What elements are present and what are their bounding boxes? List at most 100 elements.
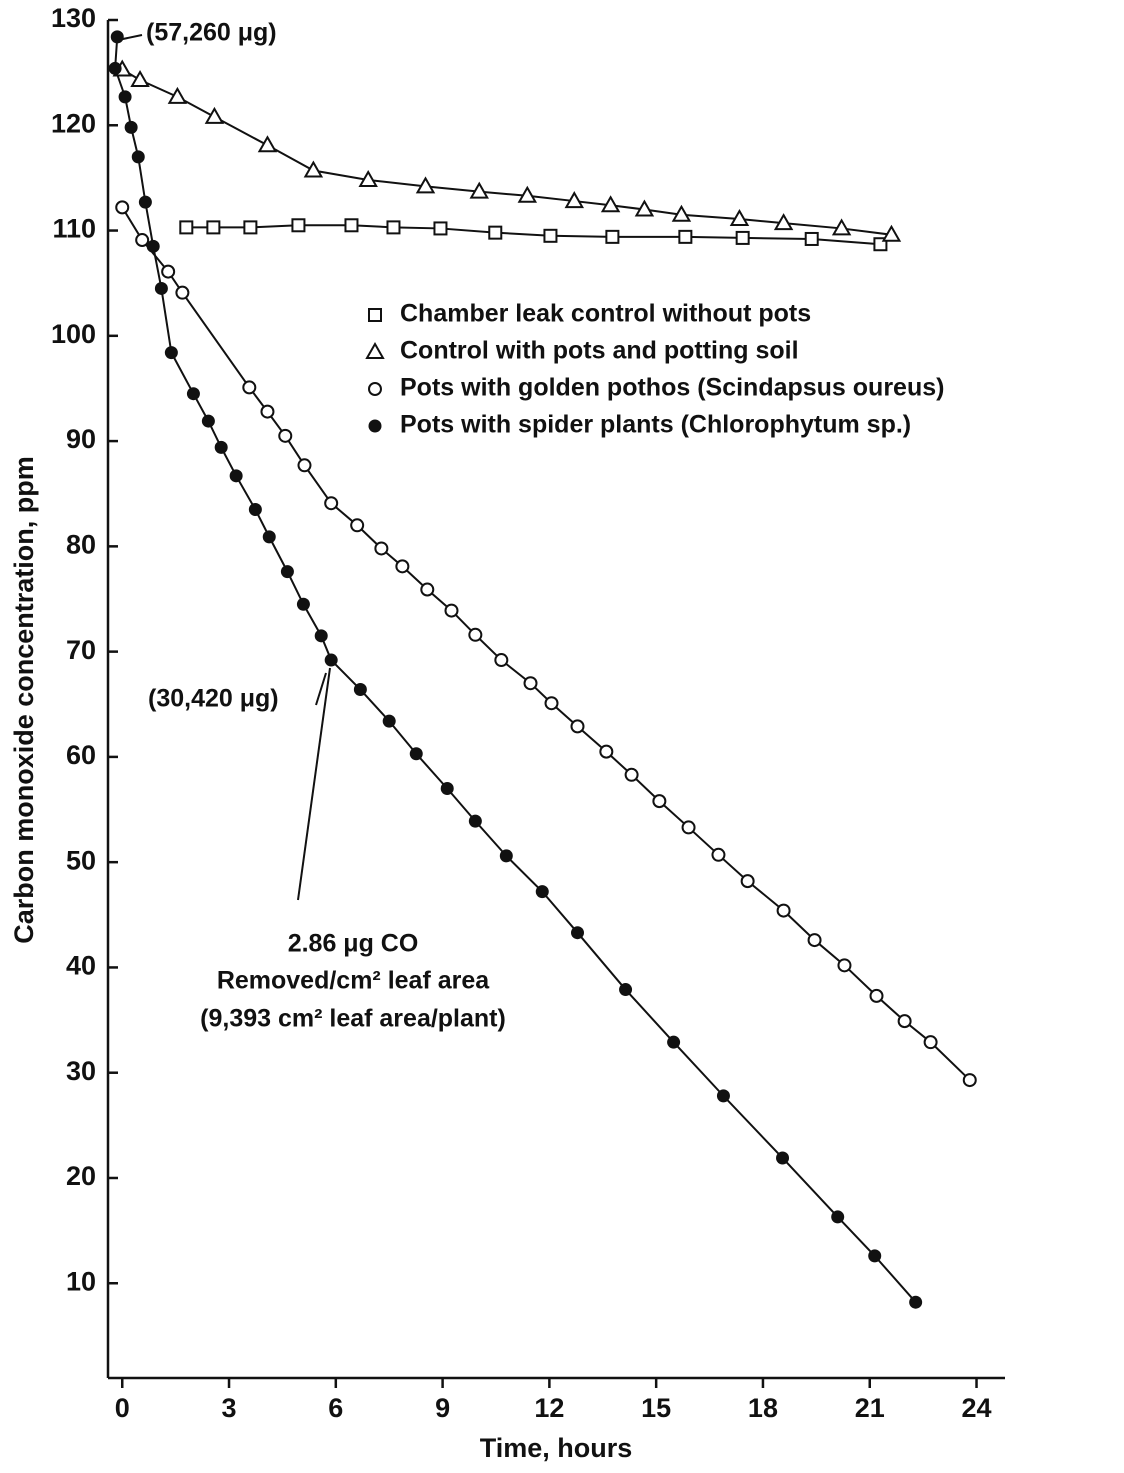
x-tick-label: 18 [748, 1393, 778, 1423]
data-point [358, 169, 378, 188]
data-point [599, 744, 614, 759]
data-point [124, 120, 138, 134]
data-point [242, 380, 257, 395]
data-point [291, 218, 306, 233]
data-point [440, 781, 454, 795]
data-point [433, 221, 448, 236]
data-point [138, 195, 152, 209]
data-point [260, 404, 275, 419]
data-point [807, 933, 822, 948]
y-tick-label: 40 [66, 951, 96, 981]
data-point [386, 220, 401, 235]
data-point [605, 229, 620, 244]
data-point [468, 627, 483, 642]
y-tick-label: 110 [52, 214, 96, 244]
data-point [229, 469, 243, 483]
data-point [869, 988, 884, 1003]
legend-label: Pots with golden pothos (Scindapsus oure… [400, 374, 944, 402]
data-point [831, 1210, 845, 1224]
legend-label: Control with pots and potting soil [400, 337, 799, 365]
x-tick-label: 12 [534, 1393, 564, 1423]
data-point [243, 220, 258, 235]
data-point [135, 233, 150, 248]
data-point [517, 185, 538, 203]
y-tick-label: 50 [66, 845, 96, 875]
data-point [395, 559, 410, 574]
x-tick-label: 6 [328, 1393, 343, 1423]
data-point [523, 676, 538, 691]
data-point [344, 218, 359, 233]
data-point [324, 653, 338, 667]
y-tick-label: 30 [66, 1056, 96, 1086]
x-tick-label: 24 [962, 1393, 992, 1423]
annotation: 2.86 μg CO [288, 930, 419, 958]
data-point [499, 849, 513, 863]
data-point [374, 541, 389, 556]
data-point [146, 239, 160, 253]
annotation: Removed/cm² leaf area [217, 967, 490, 995]
data-point [206, 220, 221, 235]
y-tick-label: 10 [66, 1266, 96, 1296]
data-point [543, 228, 558, 243]
legend-label: Pots with spider plants (Chlorophytum sp… [400, 411, 911, 439]
data-point [535, 885, 549, 899]
data-point [118, 90, 132, 104]
y-tick-label: 80 [66, 529, 96, 559]
data-point [837, 958, 852, 973]
x-tick-label: 9 [435, 1393, 450, 1423]
data-point [868, 1249, 882, 1263]
data-point [248, 503, 262, 517]
data-point [296, 597, 310, 611]
leader-line [297, 667, 331, 901]
data-point [909, 1295, 923, 1309]
data-point [729, 208, 750, 226]
leader-line [315, 672, 327, 706]
data-point [350, 518, 365, 533]
data-point [681, 820, 696, 835]
data-point [716, 1089, 730, 1103]
data-point [161, 264, 176, 279]
data-point [179, 220, 194, 235]
data-point [303, 160, 324, 178]
x-tick-label: 3 [222, 1393, 237, 1423]
data-point [262, 530, 276, 544]
data-point [678, 229, 693, 244]
data-point [314, 629, 328, 643]
data-point [115, 200, 130, 215]
legend-marker [368, 308, 382, 322]
data-point [175, 285, 190, 300]
data-point [468, 814, 482, 828]
x-tick-label: 21 [855, 1393, 885, 1423]
data-point [804, 231, 819, 246]
data-point [619, 983, 633, 997]
data-point [278, 428, 293, 443]
data-point [415, 176, 436, 194]
data-point [469, 181, 489, 199]
legend-marker [368, 419, 382, 433]
y-tick-label: 90 [66, 424, 96, 454]
data-point [564, 191, 585, 209]
data-point [776, 903, 791, 918]
x-axis-title: Time, hours [480, 1433, 633, 1463]
data-point [154, 281, 168, 295]
y-tick-label: 70 [66, 635, 96, 665]
data-point [776, 1151, 790, 1165]
annotation: (57,260 μg) [146, 19, 277, 47]
data-point [204, 106, 225, 124]
legend-label: Chamber leak control without pots [400, 300, 811, 328]
data-point [571, 926, 585, 940]
data-point [740, 874, 755, 889]
data-point [353, 683, 367, 697]
legend-marker [365, 341, 385, 359]
annotation: (9,393 cm² leaf area/plant) [200, 1005, 506, 1033]
series-line [121, 68, 892, 236]
data-point [201, 414, 215, 428]
data-point [131, 150, 145, 164]
data-point [897, 1014, 912, 1029]
data-point [324, 496, 339, 511]
data-point [130, 69, 150, 88]
data-point [624, 767, 639, 782]
data-point [297, 458, 312, 473]
y-tick-label: 100 [51, 319, 96, 349]
